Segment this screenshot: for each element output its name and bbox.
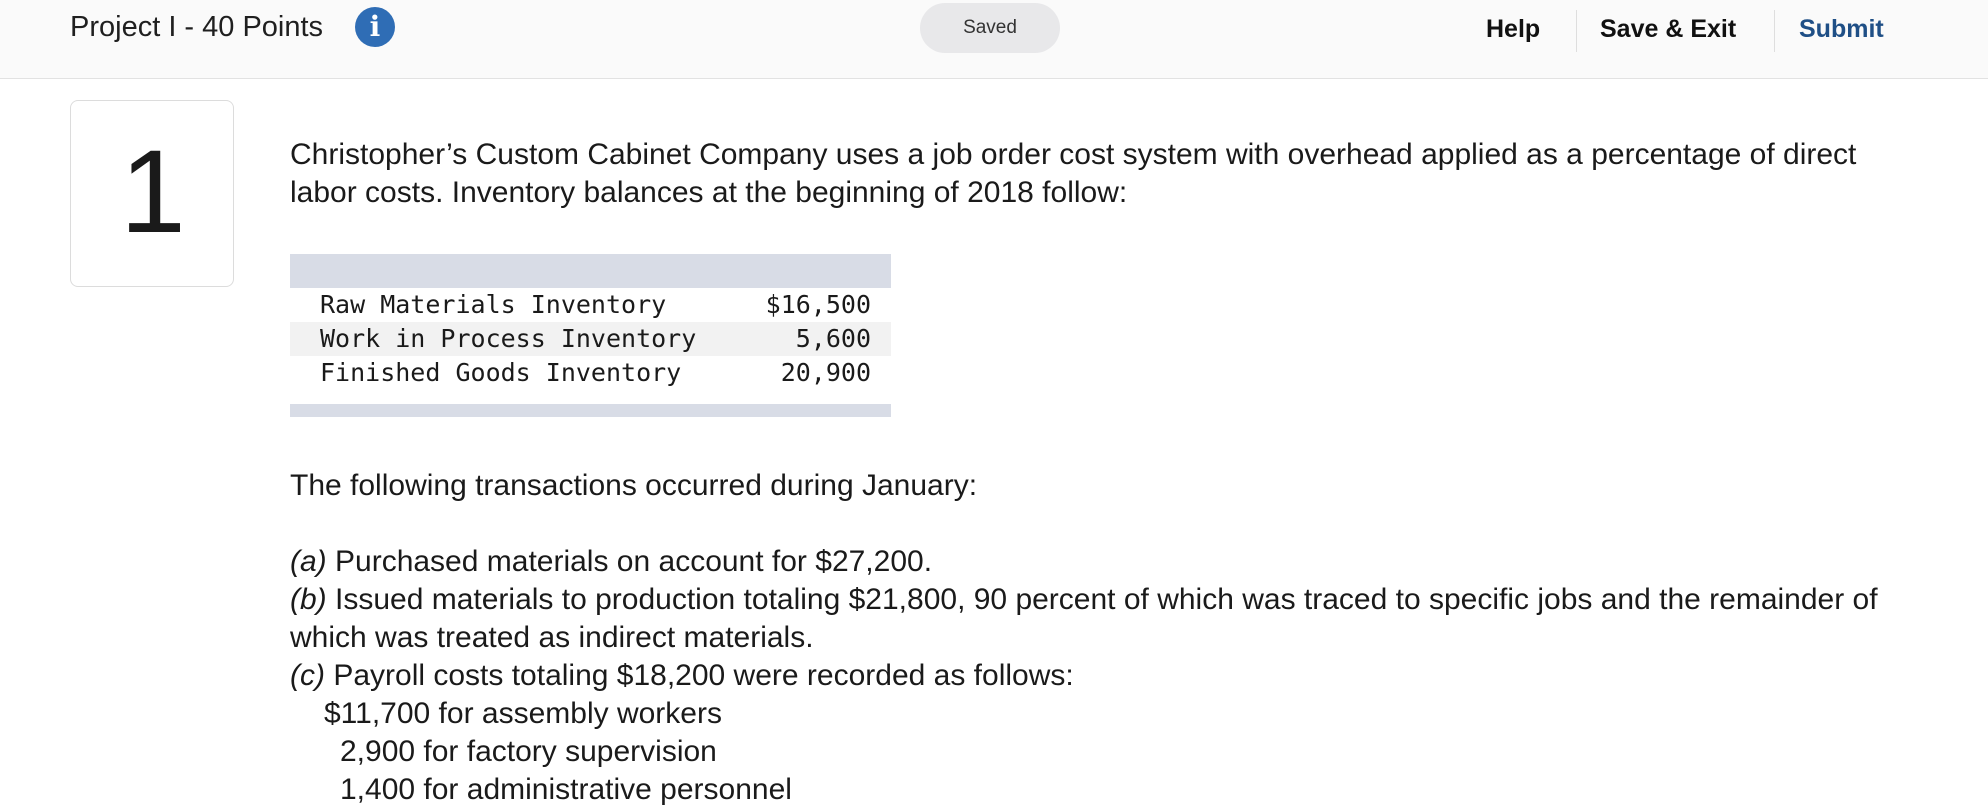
payroll-line: 2,900 for factory supervision [340,735,717,768]
divider [1576,10,1577,52]
table-row: Work in Process Inventory 5,600 [290,322,891,356]
row-label: Work in Process Inventory [320,324,697,353]
question-intro: Christopher’s Custom Cabinet Company use… [290,138,1857,209]
row-label: Finished Goods Inventory [320,358,682,387]
help-button[interactable]: Help [1486,15,1541,43]
row-value: 20,900 [780,358,871,387]
question-number: 1 [120,126,186,258]
row-label: Raw Materials Inventory [320,290,667,319]
row-value: 5,600 [795,324,871,353]
table-footer-bar [290,404,891,417]
top-bar: Project I - 40 Points i Saved Help Save … [0,0,1988,79]
save-exit-button[interactable]: Save & Exit [1600,15,1737,43]
item-tag: (b) [290,583,327,616]
payroll-line: 1,400 for administrative personnel [340,773,792,806]
row-value: $16,500 [765,290,871,319]
submit-button[interactable]: Submit [1799,15,1884,43]
info-icon[interactable]: i [355,7,395,47]
saved-status-badge: Saved [920,3,1060,53]
page-title: Project I - 40 Points [70,11,324,43]
question-content: Christopher’s Custom Cabinet Company use… [290,136,1890,212]
divider [1774,10,1775,52]
list-item: (c) Payroll costs totaling $18,200 were … [290,657,1910,695]
item-text: Issued materials to production totaling … [290,583,1878,654]
item-tag: (a) [290,545,327,578]
table-header-bar [290,254,891,288]
item-tag: (c) [290,659,325,692]
inventory-table: Raw Materials Inventory $16,500 Work in … [290,254,891,417]
list-item: (a) Purchased materials on account for $… [290,543,1910,581]
transactions-intro: The following transactions occurred duri… [290,469,978,502]
table-row: Finished Goods Inventory 20,900 [290,356,891,390]
item-text: Payroll costs totaling $18,200 were reco… [324,659,1074,692]
list-item: (b) Issued materials to production total… [290,581,1910,657]
transactions-list: (a) Purchased materials on account for $… [290,543,1910,809]
question-number-card: 1 [70,100,234,287]
item-text: Purchased materials on account for $27,2… [326,545,933,578]
table-row: Raw Materials Inventory $16,500 [290,288,891,322]
payroll-line: $11,700 for assembly workers [324,697,722,730]
